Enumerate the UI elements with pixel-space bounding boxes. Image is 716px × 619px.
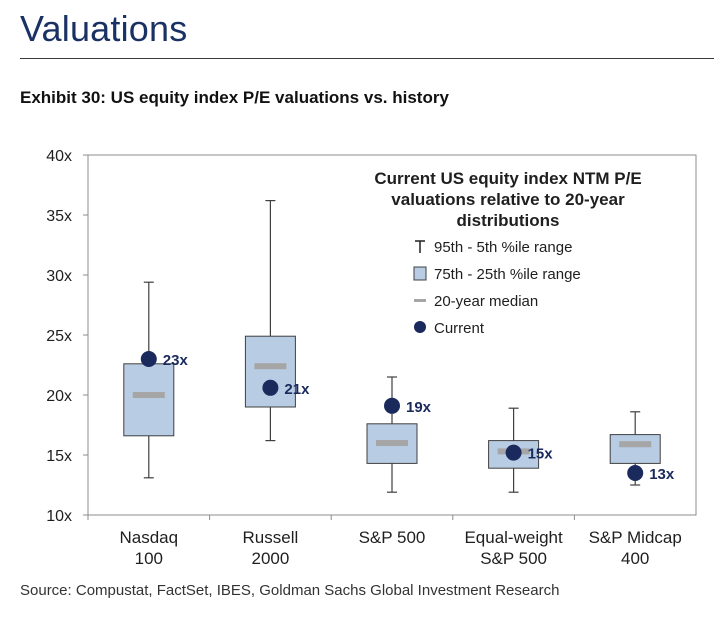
current-marker xyxy=(140,351,157,367)
current-value-label: 21x xyxy=(284,381,310,398)
title-divider xyxy=(20,58,714,59)
x-tick-label: Nasdaq xyxy=(119,528,178,547)
median-marker xyxy=(254,363,287,370)
legend-label: 20-year median xyxy=(434,293,538,310)
legend-label: Current xyxy=(434,320,485,337)
y-tick-label: 30x xyxy=(46,268,72,285)
median-marker xyxy=(376,440,408,446)
exhibit-title: Exhibit 30: US equity index P/E valuatio… xyxy=(20,88,449,107)
annotation-title-line: distributions xyxy=(457,211,560,230)
current-value-label: 15x xyxy=(528,446,554,463)
y-tick-label: 40x xyxy=(46,148,72,165)
y-axis: 10x 15x 20x 25x 30x 35x 40x xyxy=(46,148,88,525)
y-tick-label: 20x xyxy=(46,388,72,405)
y-tick-label: 35x xyxy=(46,208,72,225)
iqr-box xyxy=(609,434,661,464)
current-value-label: 19x xyxy=(406,399,432,416)
x-axis: Nasdaq 100 Russell 2000 S&P 500 Equal-weight S… xyxy=(87,515,682,568)
x-tick-label: 2000 xyxy=(251,549,289,568)
legend-median-icon xyxy=(414,299,426,302)
median-marker xyxy=(132,392,165,398)
current-value-label: 13x xyxy=(649,466,675,483)
x-tick-label: 400 xyxy=(621,549,649,568)
x-tick-label: 100 xyxy=(135,549,163,568)
x-tick-label: S&P 500 xyxy=(359,528,426,547)
iqr-box xyxy=(123,363,175,437)
annotation-title-line: Current US equity index NTM P/E xyxy=(374,169,641,188)
series-boxes: 23x 21x 19x 15x 13x xyxy=(123,199,675,493)
source-note: Source: Compustat, FactSet, IBES, Goldma… xyxy=(20,582,560,599)
boxplot-chart: 10x 15x 20x 25x 30x 35x 40x 23x 21x 19x 15x 13x Na… xyxy=(46,148,697,568)
current-marker xyxy=(505,444,522,461)
x-tick-label: Equal-weight xyxy=(464,528,563,547)
y-tick-label: 25x xyxy=(46,328,72,345)
current-value-label: 23x xyxy=(163,352,189,369)
annotation-title-line: valuations relative to 20-year xyxy=(391,190,625,209)
legend-current-icon xyxy=(414,321,426,333)
current-marker xyxy=(627,465,644,481)
legend-label: 95th - 5th %ile range xyxy=(434,239,572,256)
y-tick-label: 15x xyxy=(46,448,72,465)
legend: Current US equity index NTM P/E valuatio… xyxy=(374,169,641,337)
legend-label: 75th - 25th %ile range xyxy=(434,266,581,283)
current-marker xyxy=(262,379,279,396)
current-marker xyxy=(384,397,400,414)
median-marker xyxy=(619,441,652,448)
page-title: Valuations xyxy=(20,8,188,49)
legend-box-icon xyxy=(413,266,427,281)
x-tick-label: S&P Midcap xyxy=(589,528,682,547)
x-tick-label: S&P 500 xyxy=(480,549,547,568)
x-tick-label: Russell xyxy=(243,528,299,547)
y-tick-label: 10x xyxy=(46,508,72,525)
